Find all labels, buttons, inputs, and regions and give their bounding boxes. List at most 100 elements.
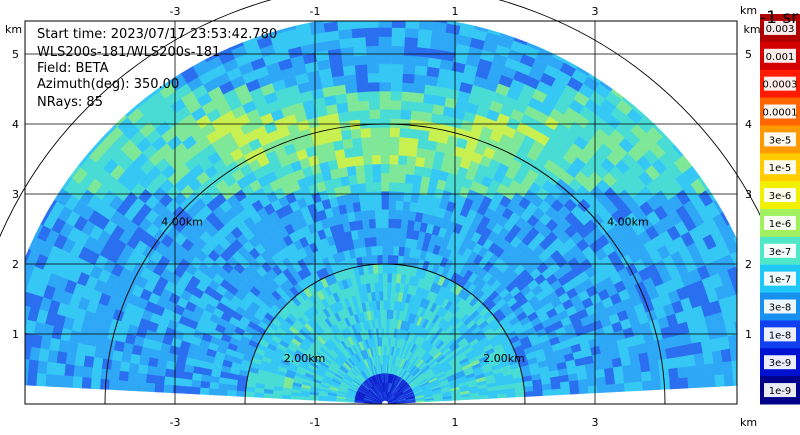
heat-cell — [749, 275, 756, 289]
heat-cell — [378, 16, 392, 19]
heat-cell — [401, 82, 414, 93]
heat-cell — [390, 72, 403, 83]
heat-cell — [587, 385, 598, 394]
heat-cell — [226, 389, 237, 397]
heat-cell — [732, 372, 737, 386]
heat-cell — [25, 345, 32, 360]
heat-cell — [382, 291, 388, 301]
heat-cell — [630, 362, 642, 374]
heat-cell — [347, 110, 360, 121]
heat-cell — [389, 145, 400, 156]
heat-cell — [391, 27, 406, 38]
y-tick-label-left: 4 — [12, 118, 19, 131]
range-ring-label: 2.00km — [483, 352, 525, 365]
heat-cell — [409, 201, 418, 213]
heat-cell — [370, 136, 381, 147]
x-tick-label-bottom: -1 — [310, 416, 321, 429]
colorbar-label: 3e-6 — [769, 191, 792, 202]
heat-cell — [731, 280, 737, 295]
heat-cell — [641, 370, 652, 382]
heat-cell — [388, 209, 396, 220]
heat-cell — [351, 27, 366, 39]
heat-cell — [375, 227, 383, 238]
heat-cell — [659, 368, 670, 380]
heat-cell — [395, 200, 404, 211]
heat-cell — [386, 309, 391, 319]
heat-cell — [90, 377, 101, 390]
heat-cell — [145, 374, 157, 384]
heat-cell — [366, 63, 380, 74]
heat-cell — [399, 127, 410, 138]
heat-cell — [368, 218, 376, 229]
heat-cell — [389, 136, 400, 147]
heat-cell — [735, 293, 737, 300]
heat-cell — [146, 365, 158, 376]
heat-cell — [678, 377, 689, 389]
heat-cell — [350, 128, 362, 139]
heat-cell — [379, 99, 391, 110]
heat-cell — [1, 356, 12, 371]
heat-cell — [0, 356, 2, 370]
heat-cell — [386, 272, 393, 283]
range-ring-label: 2.00km — [284, 352, 326, 365]
heat-cell — [45, 361, 57, 376]
heat-cell — [397, 163, 407, 175]
heat-cell — [74, 354, 86, 367]
heat-cell — [381, 245, 389, 256]
heat-cell — [730, 250, 737, 267]
heat-cell — [660, 378, 671, 390]
y-tick-label-left: 3 — [12, 188, 19, 201]
heat-cell — [382, 300, 388, 310]
heat-cell — [396, 182, 406, 193]
x-tick-label-bottom: -3 — [170, 416, 181, 429]
heat-cell — [389, 109, 402, 120]
heat-cell — [290, 395, 301, 400]
heat-cell — [668, 367, 679, 380]
heat-cell — [101, 358, 113, 371]
heat-cell — [99, 378, 110, 390]
heat-cell — [377, 272, 384, 283]
heat-cell — [368, 109, 381, 120]
colorbar-label: 3e-7 — [769, 247, 792, 258]
heat-cell — [0, 370, 10, 384]
heat-cell — [65, 352, 77, 366]
heat-cell — [388, 200, 397, 210]
heat-cell — [7, 302, 13, 316]
heat-cell — [387, 218, 396, 229]
heat-cell — [367, 209, 376, 220]
heat-cell — [126, 381, 138, 392]
heat-cell — [190, 379, 202, 388]
heat-cell — [400, 218, 409, 230]
heat-cell — [136, 372, 147, 384]
heat-cell — [346, 101, 359, 112]
heat-cell — [390, 90, 403, 101]
range-ring-label: 4.00km — [607, 216, 649, 229]
heat-cell — [383, 309, 387, 319]
beta-heatmap — [0, 16, 761, 404]
heat-cell — [365, 36, 379, 47]
heat-cell — [382, 254, 388, 265]
heat-cell — [362, 154, 373, 166]
heat-cell — [389, 118, 401, 129]
heat-cell — [686, 365, 697, 378]
heat-cell — [373, 200, 382, 210]
heat-cell — [623, 372, 634, 384]
colorbar-label: 1e-7 — [769, 275, 792, 286]
heat-cell — [403, 182, 413, 194]
heat-cell — [377, 263, 383, 274]
heat-cell — [344, 83, 358, 94]
heat-cell — [154, 375, 166, 385]
heat-cell — [338, 37, 354, 49]
heat-cell — [218, 383, 229, 391]
heat-cell — [109, 369, 120, 381]
heat-cell — [386, 291, 392, 301]
heat-cell — [751, 371, 761, 385]
heat-cell — [138, 355, 150, 367]
heat-cell — [63, 363, 75, 377]
heat-cell — [343, 147, 355, 159]
heat-cell — [363, 163, 373, 175]
heat-cell — [392, 16, 406, 19]
axis-unit-label: km — [743, 23, 760, 36]
heat-cell — [577, 378, 589, 388]
heat-cell — [380, 163, 390, 174]
